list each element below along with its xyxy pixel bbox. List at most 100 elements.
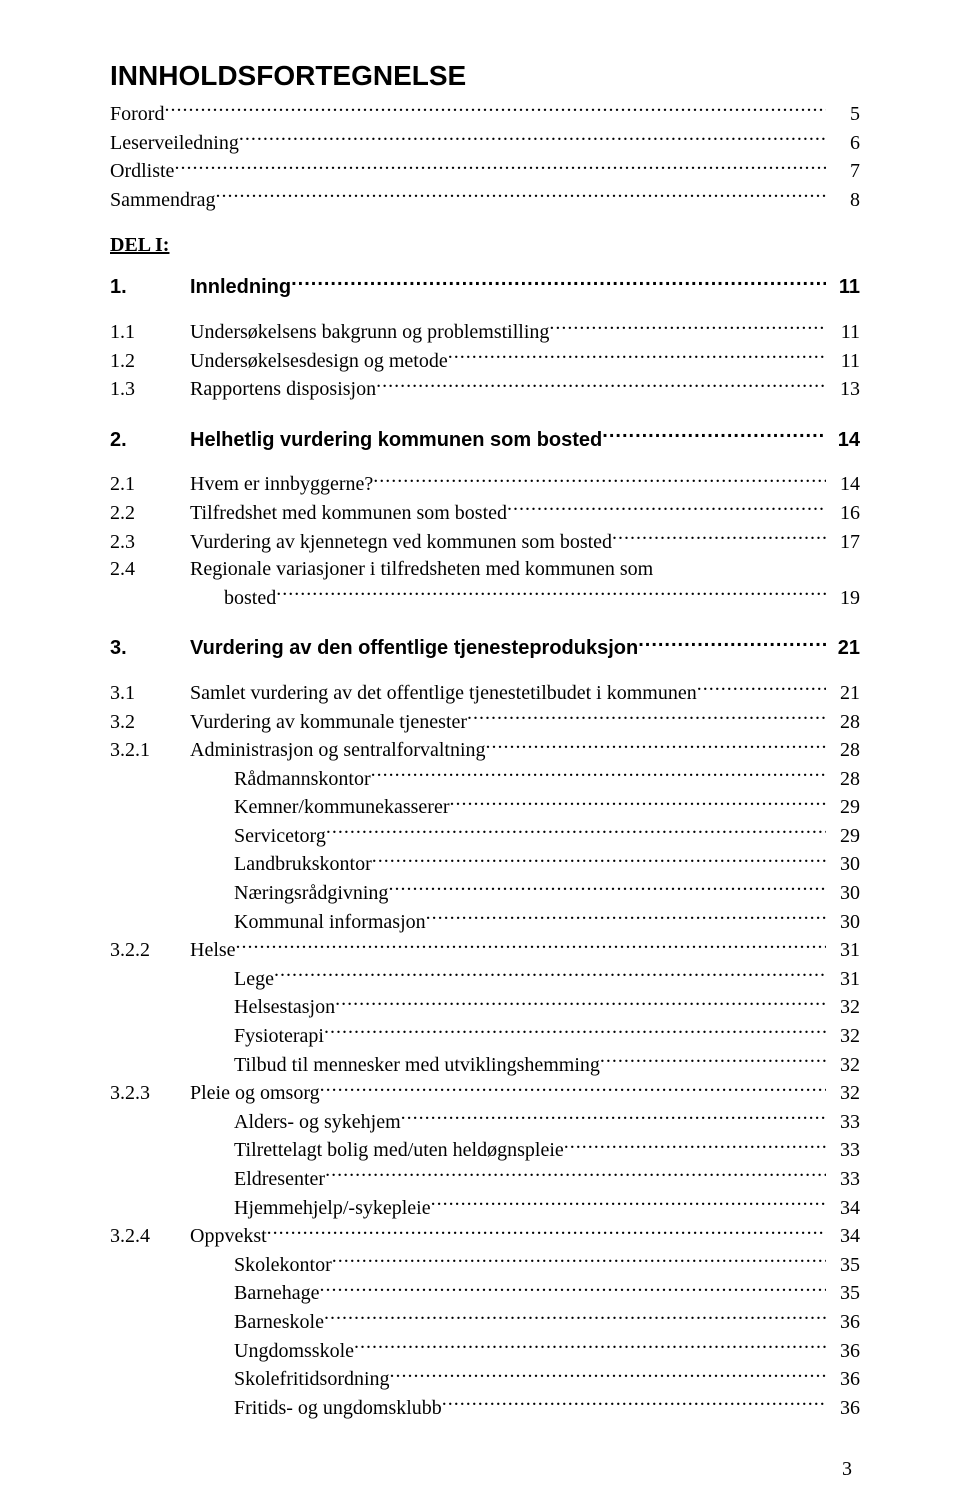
leader-dots (332, 1251, 826, 1271)
toc-page-no: 34 (826, 1195, 860, 1223)
toc-entry: Sammendrag 8 (110, 186, 860, 215)
leader-dots (372, 850, 826, 870)
toc-entry: Ordliste 7 (110, 157, 860, 186)
toc-label: Sammendrag (110, 187, 216, 215)
toc-entry: Fritids- og ungdomsklubb36 (110, 1394, 860, 1423)
toc-entry: 3.2.2 Helse 31 (110, 936, 860, 965)
leader-dots (612, 528, 826, 548)
toc-label: Hjemmehjelp/-sykepleie (234, 1195, 431, 1223)
toc-label: Tilfredshet med kommunen som bosted (190, 500, 507, 528)
toc-entry: 1.1 Undersøkelsens bakgrunn og problemst… (110, 318, 860, 347)
leader-dots (373, 470, 826, 490)
toc-page-no: 33 (826, 1137, 860, 1165)
toc-page-no: 11 (826, 274, 860, 302)
leader-dots (549, 318, 826, 338)
toc-label: Kommunal informasjon (234, 909, 426, 937)
toc-entry: Eldresenter33 (110, 1165, 860, 1194)
toc-label: Undersøkelsens bakgrunn og problemstilli… (190, 319, 549, 347)
toc-label: bosted (190, 585, 276, 613)
leader-dots (239, 129, 826, 149)
toc-page-no: 8 (826, 187, 860, 215)
leader-dots (449, 793, 826, 813)
toc-entry: 2.3 Vurdering av kjennetegn ved kommunen… (110, 528, 860, 557)
toc-entry: 3.2 Vurdering av kommunale tjenester 28 (110, 708, 860, 737)
toc-entry: 1.2 Undersøkelsesdesign og metode 11 (110, 347, 860, 376)
leader-dots (564, 1136, 826, 1156)
leader-dots (236, 936, 826, 956)
sub-items: Rådmannskontor 28 Kemner/kommunekasserer2… (110, 765, 860, 937)
leader-dots (431, 1194, 826, 1214)
toc-page-no: 28 (826, 709, 860, 737)
toc-page-no: 28 (826, 766, 860, 794)
toc-entry: Kommunal informasjon30 (110, 908, 860, 937)
sub-number: 3.2.3 (110, 1080, 190, 1108)
sub-number: 3.2 (110, 709, 190, 737)
sub-number: 3.2.1 (110, 737, 190, 765)
footer-page-number: 3 (842, 1458, 852, 1481)
section-heading: 2. Helhetlig vurdering kommunen som bost… (110, 426, 860, 455)
leader-dots (324, 1022, 826, 1042)
leader-dots (388, 879, 826, 899)
toc-label: Oppvekst (190, 1223, 267, 1251)
toc-entry: Kemner/kommunekasserer29 (110, 793, 860, 822)
sub-number: 2.2 (110, 500, 190, 528)
toc-page-no: 13 (826, 376, 860, 404)
toc-entry: 1.3 Rapportens disposisjon 13 (110, 375, 860, 404)
front-matter: Forord 5 Leserveiledning 6 Ordliste 7 Sa… (110, 100, 860, 214)
leader-dots (164, 100, 826, 120)
section-number: 2. (110, 427, 190, 455)
leader-dots (507, 499, 826, 519)
toc-entry: 2.1 Hvem er innbyggerne? 14 (110, 470, 860, 499)
part-label: DEL I: (110, 234, 860, 257)
leader-dots (448, 347, 826, 367)
leader-dots (326, 822, 826, 842)
leader-dots (274, 965, 826, 985)
leader-dots (376, 375, 826, 395)
toc-label: Ordliste (110, 158, 174, 186)
leader-dots (174, 157, 826, 177)
sub-number: 2.4 (110, 556, 190, 584)
toc-entry: Skolekontor35 (110, 1251, 860, 1280)
toc-page-no: 14 (826, 427, 860, 455)
toc-label: Undersøkelsesdesign og metode (190, 348, 448, 376)
section-label: Vurdering av den offentlige tjenesteprod… (190, 635, 638, 663)
leader-dots (638, 634, 826, 654)
doc-title: INNHOLDSFORTEGNELSE (110, 60, 860, 92)
toc-entry: 3.2.4 Oppvekst 34 (110, 1222, 860, 1251)
sub-number: 1.2 (110, 348, 190, 376)
toc-page-no: 19 (826, 585, 860, 613)
toc-entry: 3.2.1 Administrasjon og sentralforvaltni… (110, 736, 860, 765)
toc-entry-continuation: bosted 19 (110, 584, 860, 613)
toc-entry: Tilrettelagt bolig med/uten heldøgnsplei… (110, 1136, 860, 1165)
toc-page-no: 35 (826, 1280, 860, 1308)
toc-page-no: 17 (826, 529, 860, 557)
toc-page: INNHOLDSFORTEGNELSE Forord 5 Leserveiled… (0, 0, 960, 1511)
toc-entry: Forord 5 (110, 100, 860, 129)
toc-label: Rådmannskontor (234, 766, 371, 794)
leader-dots (426, 908, 826, 928)
toc-page-no: 21 (826, 635, 860, 663)
toc-entry: Barnehage35 (110, 1279, 860, 1308)
leader-dots (486, 736, 826, 756)
leader-dots (354, 1337, 826, 1357)
toc-label: Pleie og omsorg (190, 1080, 320, 1108)
toc-entry: 2.2 Tilfredshet med kommunen som bosted … (110, 499, 860, 528)
leader-dots (697, 679, 826, 699)
toc-label: Rapportens disposisjon (190, 376, 376, 404)
toc-page-no: 35 (826, 1252, 860, 1280)
toc-page-no: 34 (826, 1223, 860, 1251)
toc-entry: Alders- og sykehjem33 (110, 1108, 860, 1137)
toc-entry: Landbrukskontor30 (110, 850, 860, 879)
leader-dots (325, 1165, 826, 1185)
toc-label: Eldresenter (234, 1166, 325, 1194)
toc-label: Vurdering av kommunale tjenester (190, 709, 467, 737)
leader-dots (276, 584, 826, 604)
toc-label: Landbrukskontor (234, 851, 372, 879)
leader-dots (442, 1394, 826, 1414)
leader-dots (216, 186, 826, 206)
leader-dots (390, 1365, 826, 1385)
leader-dots (602, 426, 826, 446)
toc-label: Hvem er innbyggerne? (190, 471, 373, 499)
toc-label: Fysioterapi (234, 1023, 324, 1051)
toc-label: Lege (234, 966, 274, 994)
